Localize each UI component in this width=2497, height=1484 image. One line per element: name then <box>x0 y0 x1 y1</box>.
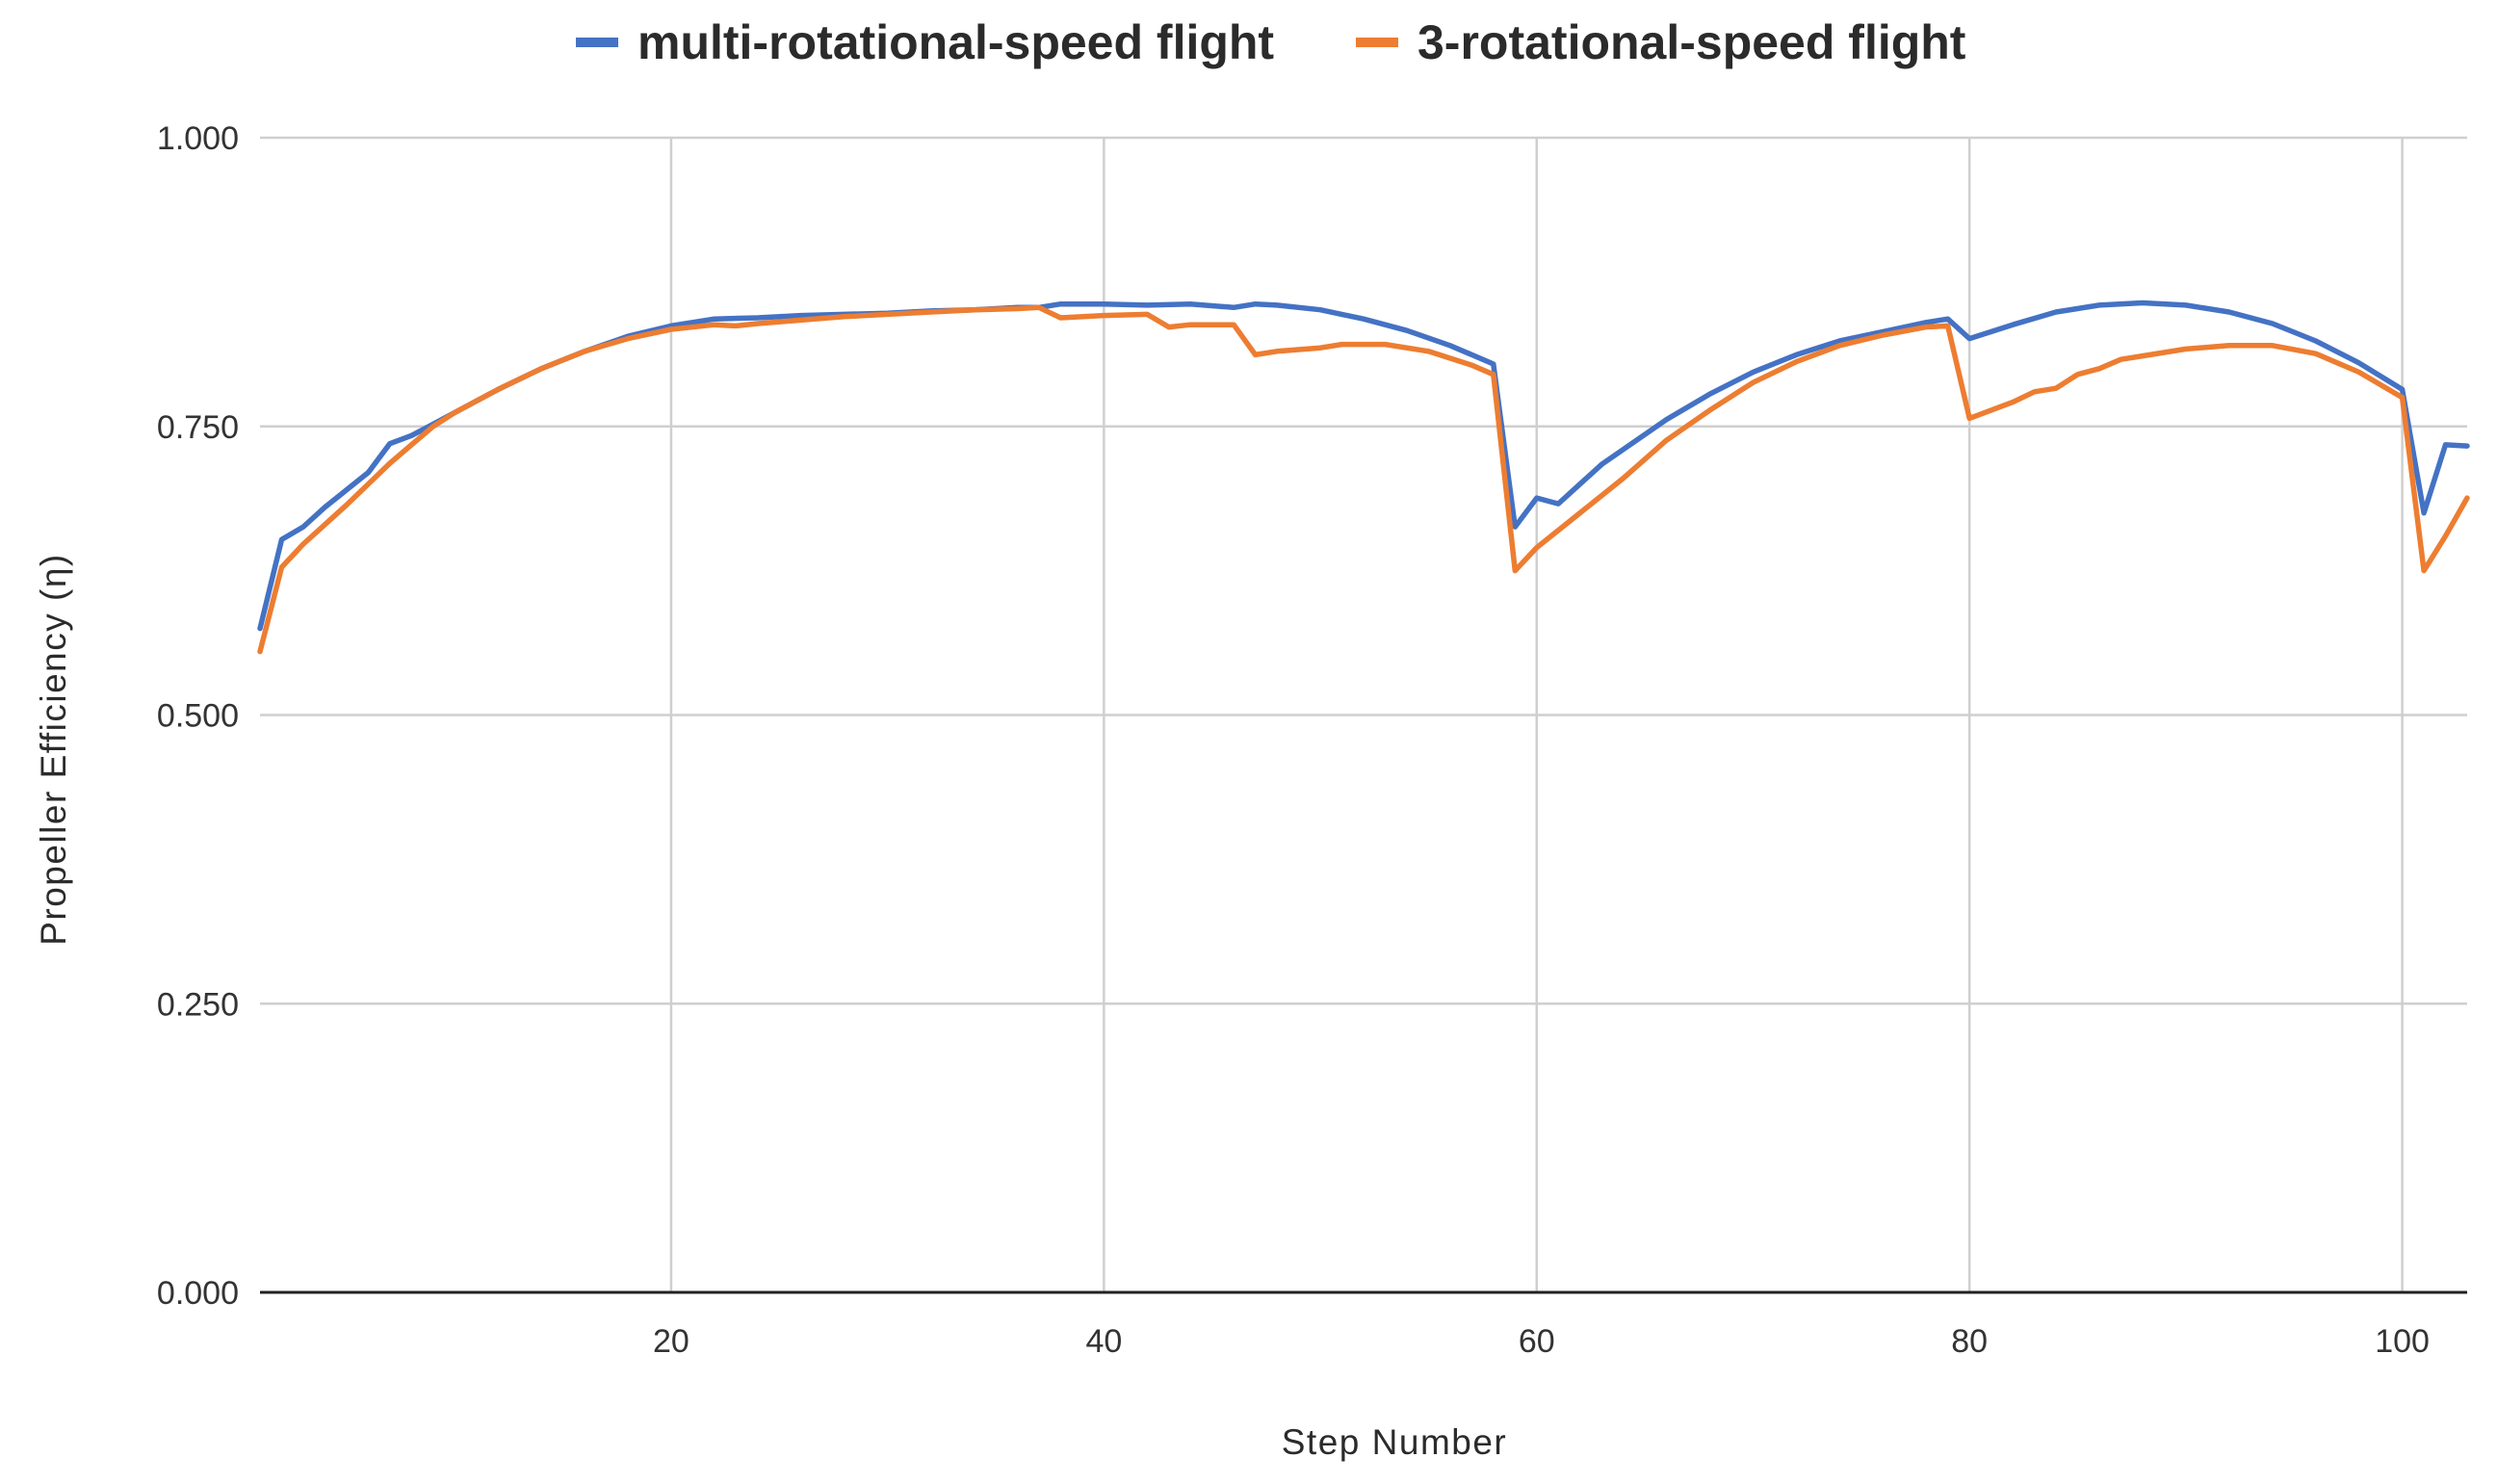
y-tick-label: 0.750 <box>157 409 239 446</box>
legend: multi-rotational-speed flight 3-rotationa… <box>576 15 1966 69</box>
x-tick-label: 100 <box>2375 1323 2430 1360</box>
y-axis-title: Propeller Efficiency (η) <box>34 553 73 946</box>
x-tick-label: 60 <box>1519 1323 1555 1360</box>
series-line-2 <box>257 304 2470 655</box>
x-tick-label: 20 <box>653 1323 689 1360</box>
legend-swatch <box>576 38 618 47</box>
x-tick-label: 40 <box>1085 1323 1122 1360</box>
y-tick-label: 0.000 <box>157 1275 239 1312</box>
x-tick-label: 80 <box>1951 1323 1988 1360</box>
legend-swatch <box>1356 38 1398 47</box>
series-lines <box>257 299 2470 655</box>
y-tick-label: 0.500 <box>157 698 239 735</box>
legend-label: multi-rotational-speed flight <box>637 15 1274 69</box>
y-tick-label: 0.250 <box>157 986 239 1023</box>
gridlines <box>260 136 2467 1292</box>
x-axis-title: Step Number <box>1282 1422 1508 1462</box>
y-tick-label: 1.000 <box>157 120 239 157</box>
axes: 0.000 0.250 0.500 0.750 1.000 20 40 60 80 100 <box>157 120 2467 1360</box>
legend-label: 3-rotational-speed flight <box>1418 15 1966 69</box>
